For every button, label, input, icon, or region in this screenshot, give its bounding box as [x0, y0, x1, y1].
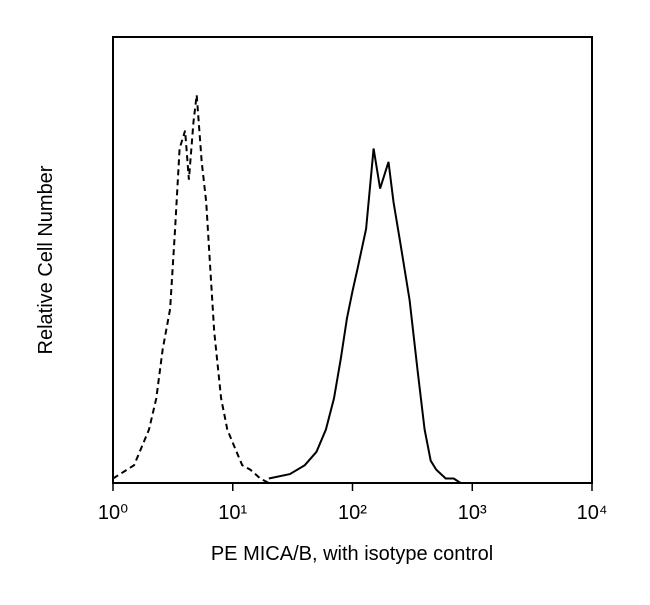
- histogram-line: [112, 94, 270, 484]
- x-axis-label: PE MICA/B, with isotype control: [211, 543, 493, 565]
- x-tick-label: 10³: [458, 502, 487, 524]
- x-tick-label: 10¹: [218, 502, 247, 524]
- plot-frame: [112, 36, 593, 484]
- x-tick-label: 10⁰: [98, 502, 128, 524]
- x-tick-label: 10⁴: [577, 502, 608, 524]
- histogram-line: [268, 148, 462, 484]
- y-axis-label: Relative Cell Number: [35, 165, 57, 354]
- x-tick-label: 10²: [338, 502, 367, 524]
